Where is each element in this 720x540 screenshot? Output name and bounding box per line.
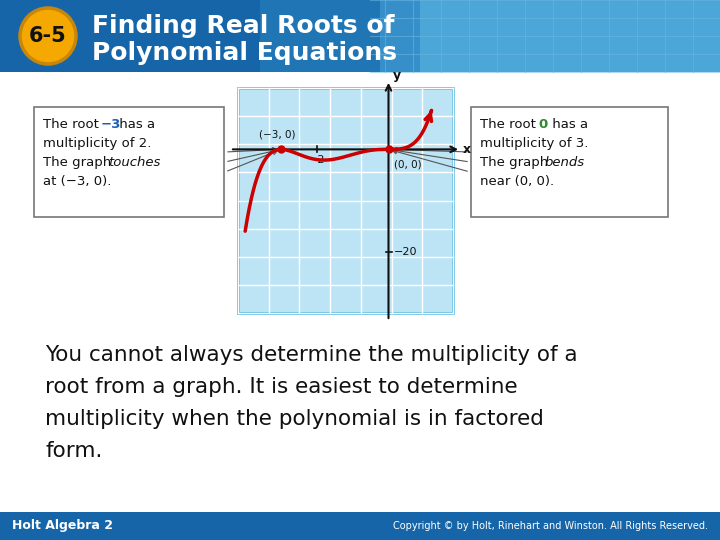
Text: y: y — [392, 69, 400, 82]
Text: The graph: The graph — [43, 156, 115, 169]
Text: multiplicity of 3.: multiplicity of 3. — [480, 137, 588, 150]
Text: x: x — [463, 143, 471, 156]
Text: has a: has a — [115, 118, 155, 131]
Text: Copyright © by Holt, Rinehart and Winston. All Rights Reserved.: Copyright © by Holt, Rinehart and Winsto… — [393, 521, 708, 531]
Text: 0: 0 — [538, 118, 547, 131]
Text: −2: −2 — [309, 156, 325, 165]
Text: root from a graph. It is easiest to determine: root from a graph. It is easiest to dete… — [45, 377, 518, 397]
FancyBboxPatch shape — [34, 107, 224, 217]
Text: −20: −20 — [394, 247, 417, 256]
FancyBboxPatch shape — [471, 107, 668, 217]
Text: −3: −3 — [101, 118, 122, 131]
Text: form.: form. — [45, 441, 102, 461]
Bar — [260, 0, 420, 72]
Text: touches: touches — [108, 156, 161, 169]
Bar — [0, 512, 720, 540]
Bar — [380, 0, 720, 72]
Text: at (−3, 0).: at (−3, 0). — [43, 175, 112, 188]
Text: (0, 0): (0, 0) — [395, 159, 422, 170]
Text: multiplicity of 2.: multiplicity of 2. — [43, 137, 151, 150]
Text: multiplicity when the polynomial is in factored: multiplicity when the polynomial is in f… — [45, 409, 544, 429]
Text: The graph: The graph — [480, 156, 552, 169]
Text: Holt Algebra 2: Holt Algebra 2 — [12, 519, 113, 532]
Bar — [0, 0, 720, 72]
Text: The root: The root — [43, 118, 103, 131]
Text: has a: has a — [548, 118, 588, 131]
Text: Finding Real Roots of: Finding Real Roots of — [92, 14, 395, 38]
Text: Polynomial Equations: Polynomial Equations — [92, 41, 397, 65]
Text: The root: The root — [480, 118, 540, 131]
Text: near (0, 0).: near (0, 0). — [480, 175, 554, 188]
Bar — [238, 88, 453, 313]
Text: bends: bends — [545, 156, 585, 169]
Circle shape — [20, 8, 76, 64]
Text: 6-5: 6-5 — [29, 26, 67, 46]
Text: (−3, 0): (−3, 0) — [258, 130, 295, 139]
Text: You cannot always determine the multiplicity of a: You cannot always determine the multipli… — [45, 345, 577, 365]
